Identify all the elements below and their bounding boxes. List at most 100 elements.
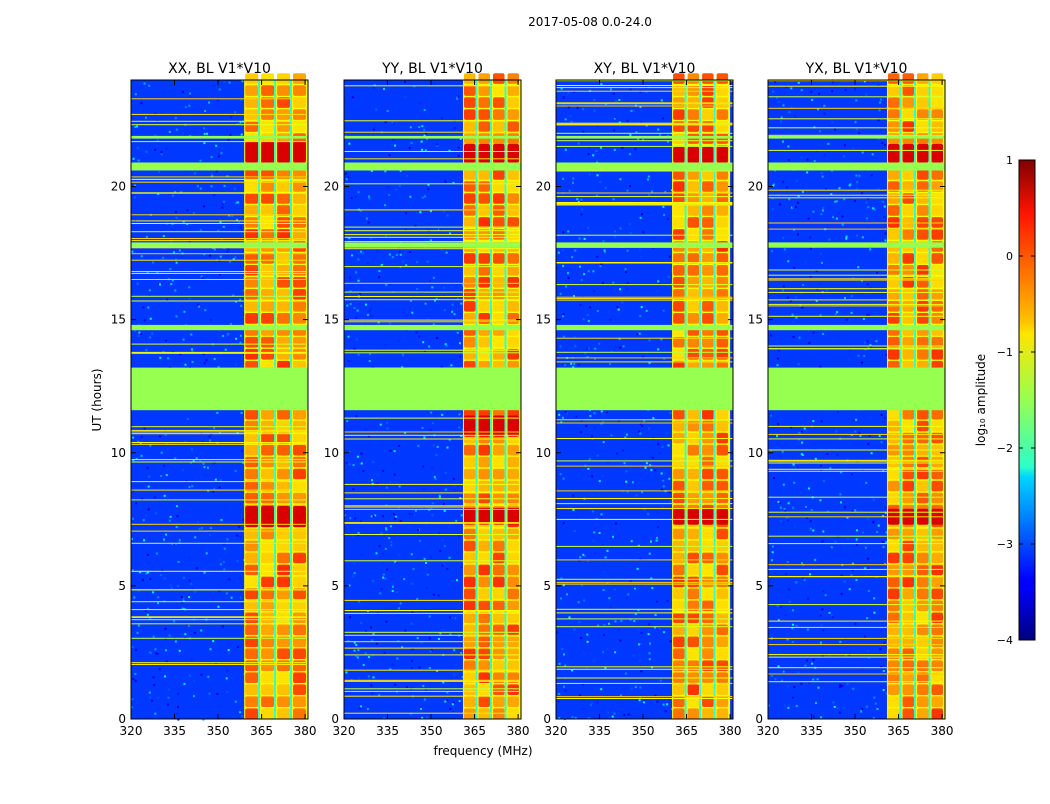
noise-cell [588,147,591,150]
rfi-cell [716,229,729,240]
rfi-streak [131,223,308,224]
rfi-cell [507,301,519,312]
noise-cell [399,253,402,256]
noise-cell [798,431,801,434]
flagged-interval [344,162,521,171]
noise-cell [177,718,180,721]
noise-cell [404,96,407,99]
rfi-cell [464,85,476,96]
rfi-cell [902,588,914,600]
noise-cell [223,81,226,83]
noise-cell [879,101,882,104]
noise-cell [423,134,426,137]
noise-cell [627,593,630,596]
noise-cell [586,633,589,636]
noise-cell [884,511,887,514]
noise-cell [785,186,788,189]
rfi-cell [673,205,685,216]
noise-cell [832,216,835,219]
noise-cell [777,349,780,352]
noise-cell [424,149,427,152]
rfi-cell [888,348,900,360]
noise-cell [208,101,210,104]
rfi-cell [245,289,259,300]
noise-cell [214,478,217,481]
noise-cell [782,104,785,107]
rfi-cell [478,444,490,456]
noise-cell [239,334,242,337]
rfi-streak [556,490,733,492]
noise-cell [398,553,401,556]
noise-cell [776,604,779,607]
rfi-cell [245,408,259,420]
rfi-cell [931,708,943,719]
noise-cell [787,519,789,521]
rfi-cell [493,624,505,636]
noise-cell [445,251,448,254]
rfi-cell [277,313,291,324]
noise-cell [833,705,836,708]
noise-cell [458,426,461,429]
y-tick-label: 20 [748,180,763,194]
rfi-cell [687,73,700,84]
rfi-cell [478,336,490,348]
noise-cell [829,467,832,470]
rfi-cell [261,648,275,659]
noise-cell [190,333,193,336]
noise-cell [154,712,157,715]
noise-cell [778,203,781,206]
noise-cell [804,261,807,264]
noise-cell [404,228,407,231]
noise-cell [641,491,644,494]
rfi-cell [507,133,519,144]
noise-cell [378,276,380,279]
rfi-cell [507,480,519,492]
noise-cell [170,282,173,285]
noise-cell [188,556,191,559]
noise-cell [826,453,829,455]
rfi-cell [702,708,714,719]
noise-cell [777,423,780,426]
noise-cell [843,548,846,551]
noise-cell [453,673,456,676]
noise-cell [820,624,823,627]
noise-cell [359,520,362,523]
colorbar-tick-label: −2 [997,442,1013,455]
noise-cell [639,314,642,317]
rfi-cell [261,313,275,324]
noise-cell [367,313,369,316]
noise-cell [134,673,137,675]
noise-cell [815,270,818,273]
rfi-cell [277,672,291,683]
rfi-cell [507,289,519,300]
noise-cell [822,539,825,542]
noise-cell [770,414,773,417]
noise-cell [562,231,565,234]
noise-cell [218,589,221,592]
noise-cell [619,227,622,230]
rfi-streak [131,352,308,354]
noise-cell [840,592,843,595]
rfi-cell [716,408,729,420]
y-axis-label: UT (hours) [90,368,104,431]
rfi-streak [556,132,733,134]
noise-cell [163,464,165,467]
noise-cell [428,667,431,669]
rfi-cell [673,540,685,552]
noise-cell [197,303,200,306]
noise-cell [389,322,392,325]
noise-cell [562,315,565,318]
noise-cell [184,440,187,443]
rfi-cell [687,253,700,264]
noise-cell [839,493,842,496]
noise-cell [809,275,812,278]
rfi-cell [293,660,306,672]
rfi-strong-cell [245,141,259,163]
noise-cell [831,121,834,124]
noise-cell [418,539,421,542]
rfi-cell [245,85,259,96]
rfi-cell [464,456,476,468]
noise-cell [819,252,822,255]
rfi-streak [768,535,945,537]
noise-cell [640,631,643,634]
